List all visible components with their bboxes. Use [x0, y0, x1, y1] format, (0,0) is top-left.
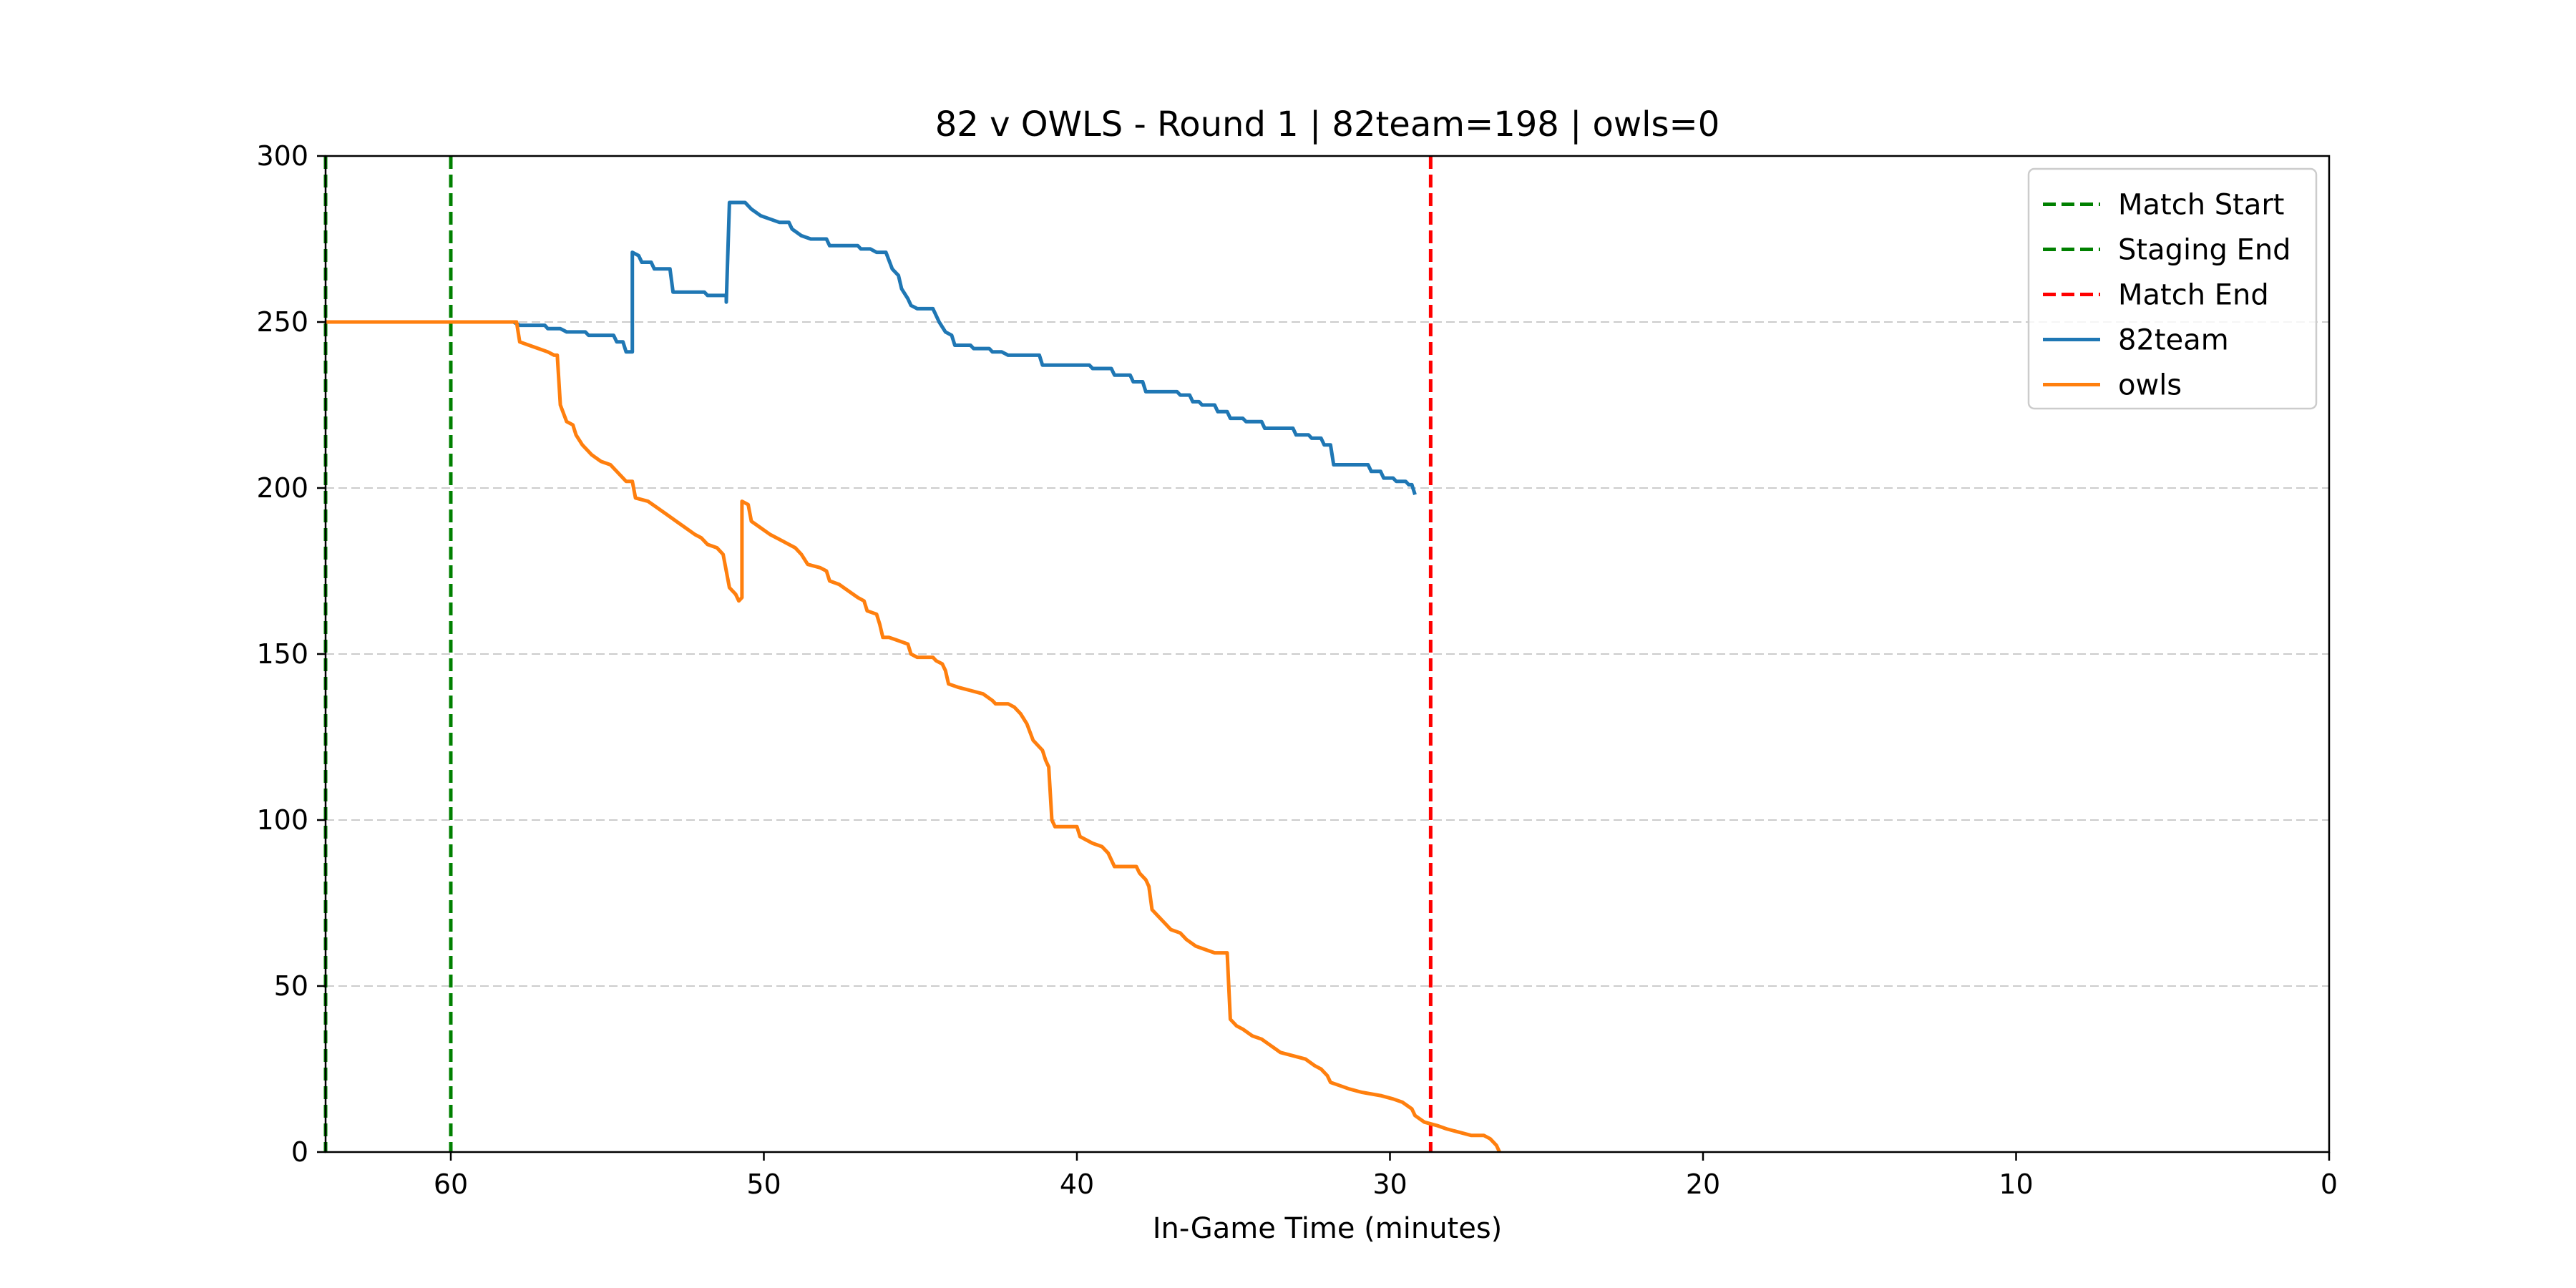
y-axis-ticks: 0 50 100 150 200 250 300: [256, 140, 326, 1168]
y-tick-label-0: 0: [291, 1136, 308, 1168]
legend-label-82team: 82team: [2118, 324, 2229, 357]
y-tick-label-250: 250: [256, 306, 308, 338]
chart-title: 82 v OWLS - Round 1 | 82team=198 | owls=…: [935, 104, 1720, 145]
legend-box: [2027, 167, 2318, 410]
x-tick-label-30: 30: [1372, 1169, 1407, 1200]
legend-label-staging-end: Staging End: [2118, 234, 2291, 267]
series-line-owls: [326, 320, 1501, 1153]
y-tick-label-300: 300: [256, 140, 308, 172]
legend-label-owls: owls: [2118, 369, 2182, 402]
x-tick-label-20: 20: [1686, 1169, 1720, 1200]
x-tick-label-60: 60: [434, 1169, 468, 1200]
x-tick-label-10: 10: [1999, 1169, 2033, 1200]
legend-label-match-end: Match End: [2118, 279, 2269, 312]
series-lines: [326, 200, 1501, 1153]
x-axis-label: In-Game Time (minutes): [1153, 1212, 1503, 1245]
x-tick-label-0: 0: [2321, 1169, 2338, 1200]
series-line-82team: [326, 200, 1417, 496]
x-tick-label-40: 40: [1060, 1169, 1094, 1200]
x-axis-ticks: 60 50 40 30 20 10 0: [434, 1152, 2338, 1200]
x-tick-label-50: 50: [746, 1169, 781, 1200]
y-tick-label-200: 200: [256, 472, 308, 504]
y-tick-label-150: 150: [256, 638, 308, 670]
y-tick-label-100: 100: [256, 804, 308, 836]
legend: Match Start Staging End Match End 82team owl…: [2027, 167, 2318, 410]
y-tick-label-50: 50: [274, 970, 308, 1002]
grid: [326, 321, 2329, 987]
legend-label-match-start: Match Start: [2118, 189, 2284, 222]
